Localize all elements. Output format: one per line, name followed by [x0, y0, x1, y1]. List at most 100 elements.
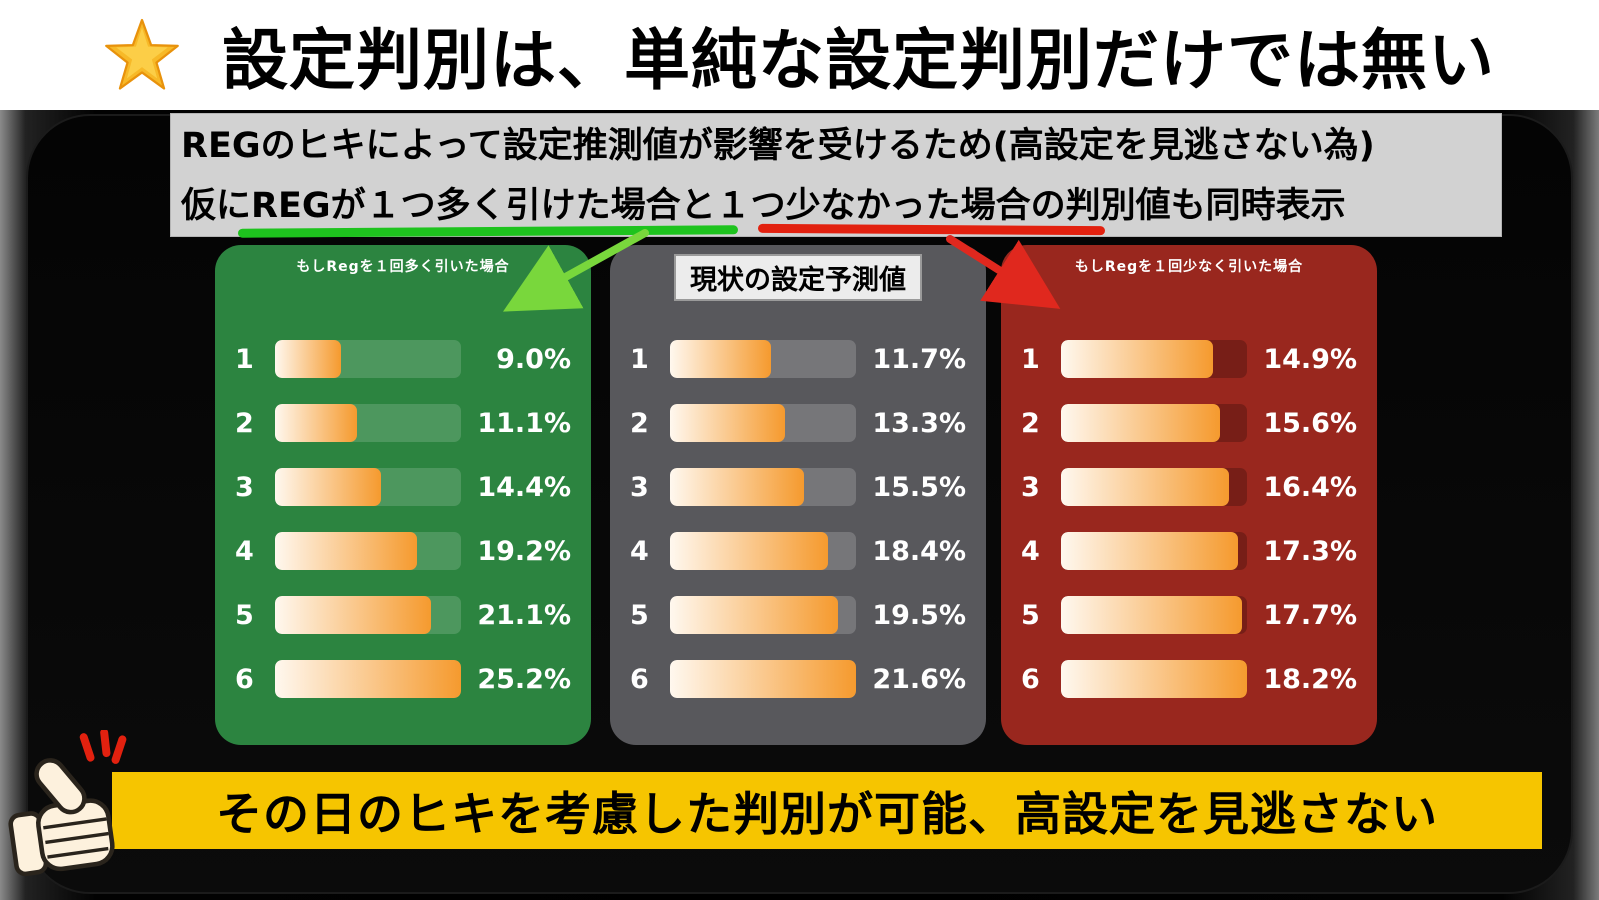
setting-number: 2 — [630, 407, 649, 439]
bar-value: 18.4% — [872, 535, 966, 567]
bar-row: 4 18.4% — [630, 519, 966, 583]
bar-row: 6 18.2% — [1021, 647, 1357, 711]
bar-track — [670, 532, 856, 570]
bar-fill — [1061, 532, 1238, 570]
bar-row: 2 13.3% — [630, 391, 966, 455]
bar-track — [1061, 660, 1247, 698]
panel-current-prediction: 現状の設定予測値 1 11.7% 2 13.3% 3 15.5% 4 18.4% 5 19.5% 6… — [610, 245, 986, 745]
setting-number: 3 — [630, 471, 649, 503]
setting-number: 6 — [1021, 663, 1040, 695]
bar-fill — [275, 468, 382, 506]
note-box: REGのヒキによって設定推測値が影響を受けるため(高設定を見逃さない為) 仮にR… — [170, 113, 1502, 237]
bar-track — [1061, 596, 1247, 634]
bar-value: 19.5% — [872, 599, 966, 631]
panel-reg-plus-one: もしRegを１回多く引いた場合 1 9.0% 2 11.1% 3 14.4% 4 19.2% 5… — [215, 245, 591, 745]
bar-value: 9.0% — [496, 343, 571, 375]
setting-number: 2 — [1021, 407, 1040, 439]
bar-fill — [1061, 660, 1247, 698]
note-line-1: REGのヒキによって設定推測値が影響を受けるため(高設定を見逃さない為) — [181, 126, 1375, 166]
setting-number: 5 — [235, 599, 254, 631]
header-banner: 設定判別は、単純な設定判別だけでは無い — [0, 0, 1599, 110]
bar-fill — [1061, 596, 1242, 634]
panel-title: もしRegを１回少なく引いた場合 — [1074, 259, 1304, 275]
bar-track — [275, 468, 461, 506]
setting-number: 3 — [1021, 471, 1040, 503]
bar-row: 1 11.7% — [630, 327, 966, 391]
bar-track — [275, 532, 461, 570]
bar-row: 1 14.9% — [1021, 327, 1357, 391]
bar-fill — [1061, 468, 1229, 506]
bar-value: 16.4% — [1263, 471, 1357, 503]
bar-rows: 1 9.0% 2 11.1% 3 14.4% 4 19.2% 5 21.1% 6 25.2% — [235, 327, 571, 711]
bar-value: 15.6% — [1263, 407, 1357, 439]
bar-value: 17.3% — [1263, 535, 1357, 567]
bar-track — [670, 468, 856, 506]
bar-value: 13.3% — [872, 407, 966, 439]
bar-fill — [670, 340, 771, 378]
bar-track — [275, 404, 461, 442]
setting-number: 6 — [630, 663, 649, 695]
panel-title: 現状の設定予測値 — [674, 254, 922, 301]
bar-row: 3 14.4% — [235, 455, 571, 519]
panel-title: もしRegを１回多く引いた場合 — [296, 259, 510, 275]
bar-fill — [275, 596, 431, 634]
bar-track — [1061, 404, 1247, 442]
bar-fill — [275, 660, 461, 698]
bar-row: 6 25.2% — [235, 647, 571, 711]
bar-track — [275, 660, 461, 698]
setting-number: 4 — [235, 535, 254, 567]
bar-row: 6 21.6% — [630, 647, 966, 711]
setting-number: 5 — [630, 599, 649, 631]
bar-row: 5 21.1% — [235, 583, 571, 647]
bar-row: 4 17.3% — [1021, 519, 1357, 583]
bar-value: 11.1% — [477, 407, 571, 439]
bar-value: 14.9% — [1263, 343, 1357, 375]
bar-fill — [275, 340, 342, 378]
bar-rows: 1 14.9% 2 15.6% 3 16.4% 4 17.3% 5 17.7% 6 18.2% — [1021, 327, 1357, 711]
bar-row: 5 17.7% — [1021, 583, 1357, 647]
bar-fill — [1061, 404, 1221, 442]
footer-text: その日のヒキを考慮した判別が可能、高設定を見逃さない — [216, 786, 1438, 841]
setting-number: 4 — [630, 535, 649, 567]
bar-track — [275, 596, 461, 634]
bar-track — [1061, 532, 1247, 570]
bar-value: 15.5% — [872, 471, 966, 503]
bar-value: 11.7% — [872, 343, 966, 375]
bar-value: 18.2% — [1263, 663, 1357, 695]
bar-fill — [670, 596, 838, 634]
bar-fill — [275, 404, 357, 442]
setting-number: 1 — [1021, 343, 1040, 375]
bar-track — [670, 660, 856, 698]
bar-row: 1 9.0% — [235, 327, 571, 391]
bar-value: 19.2% — [477, 535, 571, 567]
bar-fill — [670, 660, 856, 698]
bar-fill — [670, 532, 829, 570]
bar-rows: 1 11.7% 2 13.3% 3 15.5% 4 18.4% 5 19.5% 6 21.6% — [630, 327, 966, 711]
bar-row: 3 15.5% — [630, 455, 966, 519]
setting-number: 6 — [235, 663, 254, 695]
panel-reg-minus-one: もしRegを１回少なく引いた場合 1 14.9% 2 15.6% 3 16.4% 4 17.3… — [1001, 245, 1377, 745]
footer-banner: その日のヒキを考慮した判別が可能、高設定を見逃さない — [112, 772, 1542, 849]
page-title: 設定判別は、単純な設定判別だけでは無い — [222, 22, 1495, 99]
bar-value: 14.4% — [477, 471, 571, 503]
bar-fill — [670, 468, 804, 506]
bar-value: 21.1% — [477, 599, 571, 631]
bar-value: 21.6% — [872, 663, 966, 695]
star-icon — [105, 18, 179, 90]
bar-track — [275, 340, 461, 378]
bar-track — [1061, 468, 1247, 506]
bar-row: 4 19.2% — [235, 519, 571, 583]
thumbs-up-icon — [8, 730, 127, 877]
bar-track — [670, 596, 856, 634]
bar-row: 3 16.4% — [1021, 455, 1357, 519]
note-line-2: 仮にREGが１つ多く引けた場合と１つ少なかった場合の判別値も同時表示 — [181, 186, 1346, 226]
bar-track — [670, 340, 856, 378]
bar-value: 25.2% — [477, 663, 571, 695]
bar-track — [1061, 340, 1247, 378]
bar-value: 17.7% — [1263, 599, 1357, 631]
setting-number: 2 — [235, 407, 254, 439]
bar-fill — [670, 404, 785, 442]
bar-fill — [1061, 340, 1214, 378]
setting-number: 5 — [1021, 599, 1040, 631]
